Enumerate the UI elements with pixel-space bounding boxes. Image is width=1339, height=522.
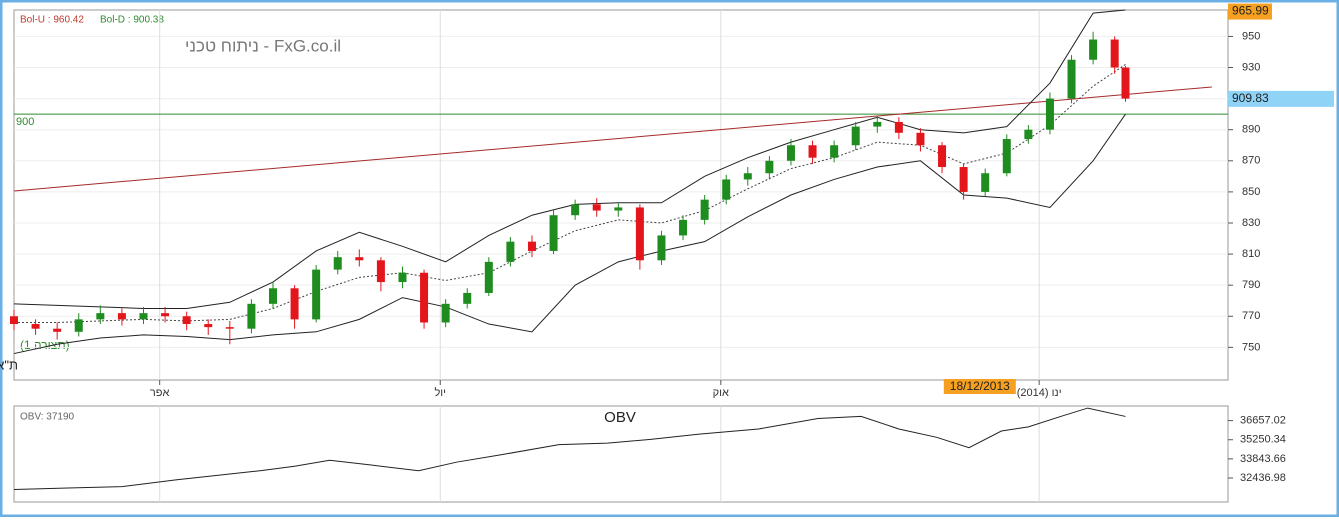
candle-body	[808, 145, 817, 158]
chart-title: FxG.co.il - ניתוח טכני	[185, 36, 341, 55]
candle-body	[161, 313, 170, 317]
y-tick-label: 950	[1242, 30, 1260, 42]
high-box	[1228, 3, 1272, 20]
candle-body	[53, 328, 62, 332]
trend-line	[13, 86, 1212, 192]
candle-body	[31, 324, 40, 329]
candle-body	[139, 313, 148, 320]
candle-body	[959, 167, 968, 192]
candle-body	[657, 235, 666, 261]
candle-body	[376, 260, 385, 283]
candle-body	[765, 160, 774, 174]
candle-body	[1089, 39, 1098, 60]
candle-body	[851, 126, 860, 146]
candle-body	[614, 207, 623, 211]
candle-body	[571, 204, 580, 216]
candle-body	[312, 269, 321, 320]
candle-body	[484, 261, 493, 293]
candle-body	[247, 303, 256, 329]
x-tick-label: אוק	[713, 387, 729, 399]
obv-legend: OBV: 37190	[20, 412, 75, 423]
candle-body	[10, 316, 18, 325]
candle-body	[441, 303, 450, 323]
y-tick-label: 830	[1242, 217, 1260, 229]
annotation: (תצורה 1)	[20, 338, 70, 352]
cursor-label: 18/12/2013	[950, 379, 1010, 393]
price-pane	[13, 9, 1229, 381]
last-label: 909.83	[1232, 91, 1269, 105]
candle-body	[916, 132, 925, 146]
candle-body	[549, 215, 558, 251]
candle-body	[204, 324, 213, 328]
y-tick-label: 32436.98	[1240, 472, 1286, 484]
candle-body	[700, 199, 709, 220]
band-middle	[14, 63, 1126, 323]
y-tick-label: 810	[1242, 248, 1260, 260]
index-name: ת"א- 75	[0, 357, 18, 372]
candle-body	[938, 145, 947, 168]
obv-pane	[13, 405, 1229, 503]
high-label: 965.99	[1232, 4, 1269, 18]
candle-body	[74, 319, 83, 332]
legend-upper: Bol-U : 960.42	[20, 15, 84, 26]
y-tick-label: 35250.34	[1240, 434, 1286, 446]
y-tick-label: 33843.66	[1240, 453, 1286, 465]
y-tick-label: 790	[1242, 279, 1260, 291]
obv-line	[13, 407, 1126, 490]
candle-body	[333, 257, 342, 270]
candle-body	[463, 292, 472, 304]
band-lower	[13, 113, 1126, 355]
x-tick-label: יול	[434, 386, 446, 399]
candle-body	[1045, 98, 1054, 130]
candle-body	[1002, 139, 1011, 174]
x-tick-label: אפר	[150, 387, 170, 399]
candle-body	[873, 121, 882, 127]
candle-body	[786, 145, 795, 161]
candle-body	[420, 272, 429, 323]
candle-body	[290, 288, 299, 320]
y-tick-label: 750	[1242, 341, 1260, 353]
obv-title: OBV	[604, 409, 636, 426]
candle-body	[268, 288, 277, 304]
candle-body	[592, 204, 601, 211]
candle-body	[355, 257, 364, 261]
candle-body	[1067, 59, 1076, 99]
candle-body	[96, 313, 105, 320]
x-tick-label: ינו (2014)	[1017, 387, 1062, 399]
level-label: 900	[16, 116, 34, 128]
candle-body	[1110, 39, 1119, 68]
candle-body	[182, 316, 191, 325]
candle-body	[398, 272, 407, 283]
candle-body	[981, 173, 990, 192]
legend-lower: Bol-D : 900.38	[100, 15, 164, 26]
y-tick-label: 870	[1242, 155, 1260, 167]
candle-body	[506, 241, 515, 262]
candle-body	[1024, 129, 1033, 140]
candle-body	[225, 327, 234, 329]
y-tick-label: 930	[1242, 61, 1260, 73]
candle-body	[117, 313, 126, 320]
cursor-box	[943, 379, 1016, 394]
candle-body	[635, 207, 644, 261]
candle-body	[743, 173, 752, 180]
candle-body	[830, 145, 839, 158]
candle-body	[722, 179, 731, 200]
candle-body	[894, 121, 903, 133]
y-tick-label: 850	[1242, 186, 1260, 198]
y-tick-label: 890	[1242, 124, 1260, 136]
candle-body	[527, 241, 536, 251]
y-tick-label: 770	[1242, 310, 1260, 322]
candle-body	[679, 219, 688, 236]
candle-body	[1121, 67, 1130, 99]
last-box	[1228, 90, 1334, 107]
y-tick-label: 36657.02	[1240, 415, 1286, 427]
